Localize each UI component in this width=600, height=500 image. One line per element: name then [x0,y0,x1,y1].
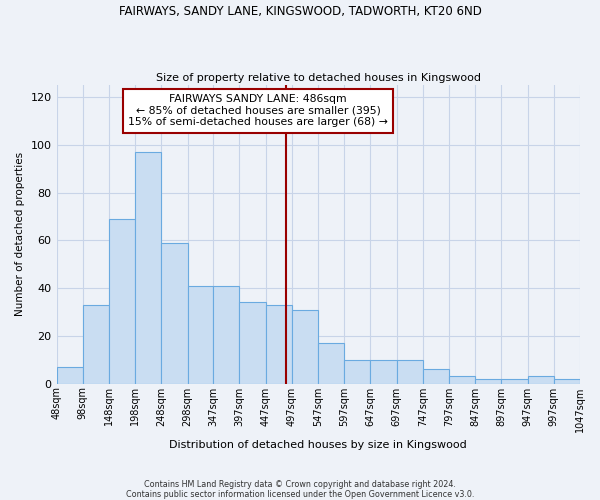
Bar [239,302,266,384]
Bar [397,360,423,384]
Bar [502,378,527,384]
Bar [109,219,135,384]
X-axis label: Distribution of detached houses by size in Kingswood: Distribution of detached houses by size … [169,440,467,450]
Y-axis label: Number of detached properties: Number of detached properties [15,152,25,316]
Bar [475,378,502,384]
Bar [423,369,449,384]
Text: FAIRWAYS, SANDY LANE, KINGSWOOD, TADWORTH, KT20 6ND: FAIRWAYS, SANDY LANE, KINGSWOOD, TADWORT… [119,5,481,18]
Bar [292,310,318,384]
Bar [83,305,109,384]
Bar [161,242,188,384]
Bar [213,286,239,384]
Bar [266,305,292,384]
Bar [370,360,397,384]
Bar [318,343,344,384]
Text: Contains HM Land Registry data © Crown copyright and database right 2024.
Contai: Contains HM Land Registry data © Crown c… [126,480,474,499]
Bar [344,360,370,384]
Title: Size of property relative to detached houses in Kingswood: Size of property relative to detached ho… [156,73,481,83]
Bar [449,376,475,384]
Bar [56,367,83,384]
Bar [554,378,580,384]
Bar [188,286,213,384]
Bar [135,152,161,384]
Text: FAIRWAYS SANDY LANE: 486sqm
← 85% of detached houses are smaller (395)
15% of se: FAIRWAYS SANDY LANE: 486sqm ← 85% of det… [128,94,388,128]
Bar [527,376,554,384]
